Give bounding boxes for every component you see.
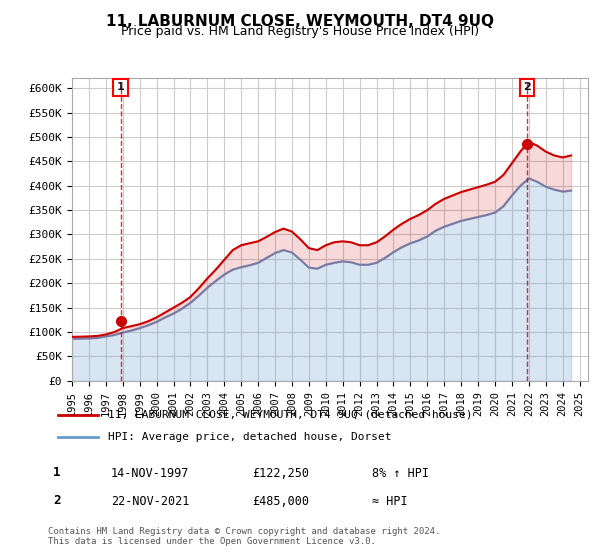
Text: 1: 1 — [116, 82, 124, 92]
Text: 8% ↑ HPI: 8% ↑ HPI — [372, 466, 429, 480]
Text: £485,000: £485,000 — [252, 494, 309, 508]
Text: HPI: Average price, detached house, Dorset: HPI: Average price, detached house, Dors… — [109, 432, 392, 442]
Text: Contains HM Land Registry data © Crown copyright and database right 2024.
This d: Contains HM Land Registry data © Crown c… — [48, 526, 440, 546]
Text: 22-NOV-2021: 22-NOV-2021 — [111, 494, 190, 508]
Text: 11, LABURNUM CLOSE, WEYMOUTH, DT4 9UQ: 11, LABURNUM CLOSE, WEYMOUTH, DT4 9UQ — [106, 14, 494, 29]
Text: Price paid vs. HM Land Registry's House Price Index (HPI): Price paid vs. HM Land Registry's House … — [121, 25, 479, 38]
Text: 11, LABURNUM CLOSE, WEYMOUTH, DT4 9UQ (detached house): 11, LABURNUM CLOSE, WEYMOUTH, DT4 9UQ (d… — [109, 409, 473, 419]
Text: 2: 2 — [523, 82, 531, 92]
Text: 1: 1 — [53, 466, 61, 479]
Text: 14-NOV-1997: 14-NOV-1997 — [111, 466, 190, 480]
Text: £122,250: £122,250 — [252, 466, 309, 480]
Text: ≈ HPI: ≈ HPI — [372, 494, 407, 508]
Text: 2: 2 — [53, 494, 61, 507]
